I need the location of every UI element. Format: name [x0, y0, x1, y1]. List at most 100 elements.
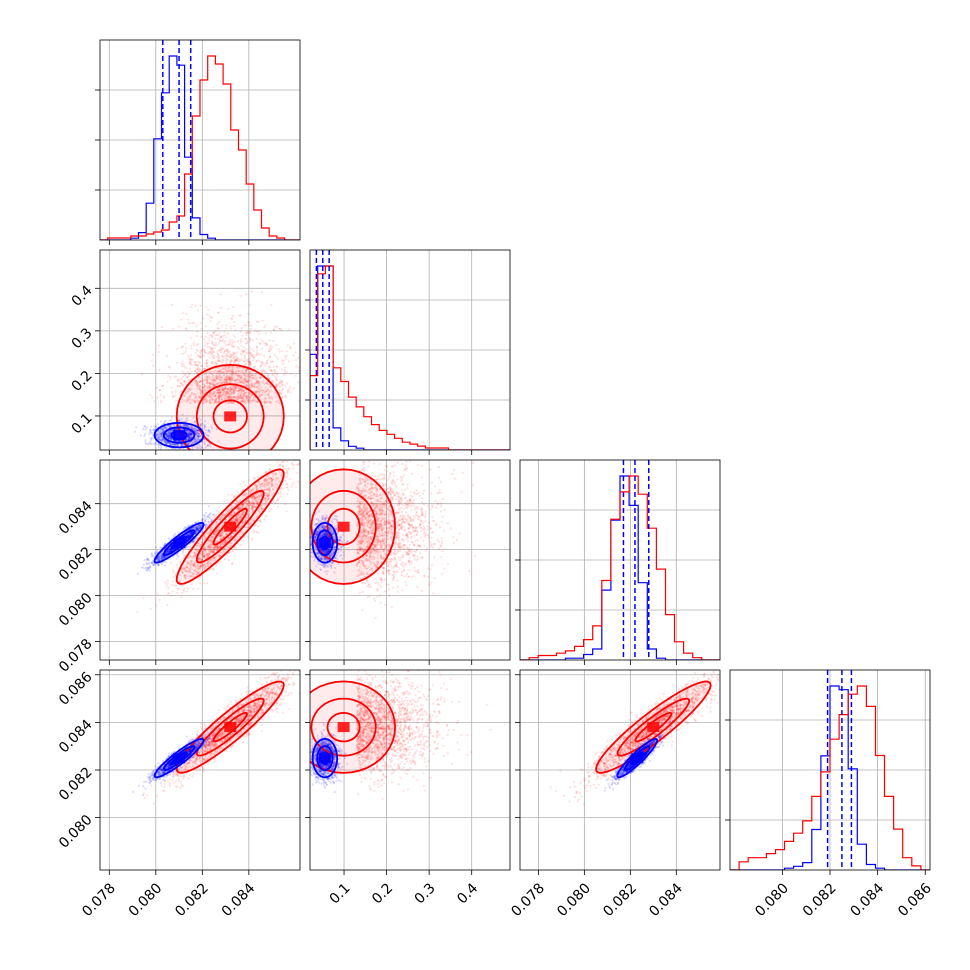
red-sample-point [239, 371, 242, 374]
red-sample-point [260, 371, 264, 374]
red-sample-point [237, 397, 240, 400]
blue-sample-point [198, 433, 201, 436]
red-sample-point [196, 330, 199, 333]
red-sample-point [303, 449, 305, 451]
red-sample-point [243, 324, 246, 327]
red-sample-point [266, 376, 269, 379]
red-sample-point [212, 379, 215, 382]
red-sample-point [203, 377, 207, 380]
red-sample-point [233, 385, 236, 388]
red-sample-point [211, 355, 215, 358]
red-sample-point [237, 369, 241, 372]
red-sample-point [225, 391, 228, 394]
blue-sample-point [167, 432, 170, 436]
red-sample-point [169, 376, 172, 379]
red-sample-point [256, 352, 259, 355]
red-sample-point [212, 371, 215, 374]
red-sample-point [214, 399, 217, 402]
red-sample-point [246, 330, 249, 333]
red-sample-point [222, 391, 226, 394]
red-sample-point [232, 385, 235, 388]
red-sample-point [266, 401, 269, 404]
red-sample-point [246, 380, 249, 383]
red-sample-point [177, 325, 181, 328]
red-sample-point [190, 347, 193, 350]
red-sample-point [249, 363, 252, 366]
blue-sample-point [164, 433, 167, 436]
red-sample-point [222, 388, 225, 391]
red-sample-point [175, 563, 179, 567]
red-sample-point [234, 379, 237, 382]
red-sample-point [205, 378, 208, 381]
red-sample-point [211, 376, 214, 379]
red-sample-point [243, 349, 246, 352]
red-sample-point [209, 372, 212, 375]
red-sample-point [282, 360, 285, 363]
red-sample-point [245, 342, 248, 345]
red-sample-point [229, 377, 232, 380]
blue-sample-point [170, 416, 173, 419]
red-sample-point [227, 367, 230, 370]
red-sample-point [195, 371, 198, 374]
red-sample-point [181, 591, 184, 594]
red-sample-point [216, 389, 219, 392]
blue-sample-point [193, 429, 196, 432]
red-sample-point [235, 378, 238, 381]
red-sample-point [268, 346, 271, 349]
red-sample-point [231, 378, 234, 381]
blue-sample-point [150, 442, 153, 445]
red-sample-point [281, 396, 284, 399]
red-sample-point [237, 374, 240, 377]
blue-sample-point [172, 443, 175, 446]
red-sample-point [209, 398, 212, 401]
red-sample-point [196, 383, 199, 386]
red-sample-point [205, 378, 208, 381]
blue-sample-point [159, 433, 162, 436]
red-sample-point [216, 394, 219, 397]
red-sample-point [217, 392, 220, 395]
red-sample-point [223, 387, 226, 390]
red-sample-point [216, 322, 219, 325]
red-sample-point [232, 395, 235, 398]
red-sample-point [218, 389, 221, 392]
red-sample-point [276, 400, 279, 403]
red-sample-point [239, 543, 242, 547]
red-sample-point [168, 366, 171, 369]
red-sample-point [209, 316, 212, 319]
red-sample-point [214, 380, 217, 383]
red-sample-point [302, 396, 304, 398]
red-sample-point [154, 604, 157, 607]
red-sample-point [213, 354, 216, 357]
red-sample-point [231, 353, 234, 356]
red-sample-point [253, 375, 256, 378]
red-sample-point [282, 387, 285, 390]
red-sample-point [280, 392, 283, 395]
red-sample-point [212, 357, 216, 360]
red-sample-point [237, 374, 241, 377]
red-sample-point [255, 360, 258, 363]
red-sample-point [246, 535, 249, 538]
red-sample-point [208, 381, 211, 384]
red-sample-point [289, 372, 292, 375]
blue-sample-point [160, 446, 163, 449]
red-sample-point [203, 368, 206, 371]
red-sample-point [213, 361, 216, 364]
blue-sample-point [167, 437, 171, 440]
red-sample-point [184, 366, 187, 369]
red-sample-point [184, 392, 187, 395]
red-sample-point [279, 464, 282, 467]
red-sample-point [243, 395, 246, 398]
red-sample-point [180, 378, 183, 381]
red-sample-point [180, 346, 183, 349]
red-sample-point [206, 346, 209, 349]
red-sample-point [240, 376, 243, 379]
red-sample-point [202, 401, 205, 404]
red-sample-point [232, 389, 235, 392]
red-sample-point [311, 451, 313, 453]
red-sample-point [182, 352, 185, 355]
blue-sample-point [161, 432, 164, 435]
red-sample-point [240, 381, 243, 384]
red-sample-point [248, 304, 251, 307]
red-sample-point [247, 360, 250, 363]
red-sample-point [225, 394, 228, 397]
